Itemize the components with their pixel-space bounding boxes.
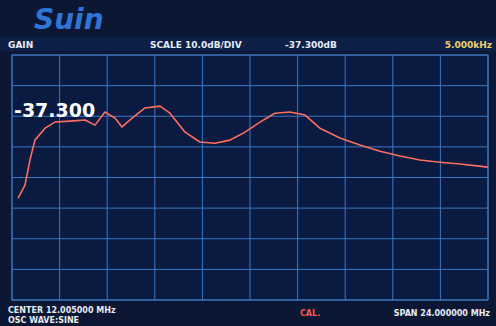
marker-frequency: 5.000kHz — [445, 40, 492, 50]
header-bar — [0, 37, 496, 51]
title: GAIN — [8, 40, 33, 50]
grid-line-y — [12, 238, 488, 239]
grid-line-y — [12, 146, 488, 147]
marker-value: -37.300 — [14, 99, 95, 121]
plot-area — [12, 55, 488, 300]
logo: Suin — [34, 3, 104, 36]
scale-label: SCALE 10.0dB/DIV — [150, 40, 242, 50]
plot-frame — [12, 55, 488, 300]
readout: -37.300dB — [285, 40, 337, 50]
span-label: SPAN 24.000000 MHz — [394, 309, 491, 318]
osc-label: OSC WAVE:SINE — [8, 316, 79, 325]
grid-line-y — [12, 208, 488, 209]
cal-label: CAL. — [300, 309, 320, 318]
grid-line-y — [12, 85, 488, 86]
center-label: CENTER 12.005000 MHz — [8, 306, 116, 315]
screen — [0, 0, 496, 326]
chart: SuinGAIN SCALE 10.0dB/DIV -37.300dB 5.000kH… — [0, 0, 496, 326]
grid-line-y — [12, 269, 488, 270]
grid-line-y — [12, 177, 488, 178]
